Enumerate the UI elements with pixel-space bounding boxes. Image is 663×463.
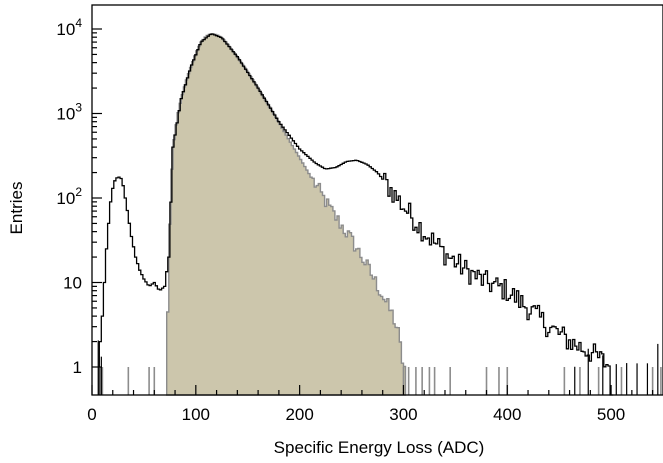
x-axis-title: Specific Energy Loss (ADC) xyxy=(274,438,485,457)
x-tick-label: 100 xyxy=(182,405,210,424)
series-filled-histogram xyxy=(166,33,407,396)
x-tick-label: 400 xyxy=(493,405,521,424)
noise-layer xyxy=(97,340,662,395)
y-tick-label: 1 xyxy=(73,358,82,377)
x-tick-label: 300 xyxy=(389,405,417,424)
x-tick-label: 500 xyxy=(597,405,625,424)
series-outline-histogram xyxy=(98,33,614,396)
y-tick-label: 102 xyxy=(56,185,82,208)
x-tick-label: 200 xyxy=(285,405,313,424)
series-layer xyxy=(98,33,614,396)
y-axis-title: Entries xyxy=(7,182,26,235)
x-tick-label: 0 xyxy=(87,405,96,424)
y-tick-label: 10 xyxy=(63,274,82,293)
ticks-layer: 0 100 200 300 400 500 1 10 102 103 104 xyxy=(56,16,654,424)
y-tick-label: 103 xyxy=(56,101,82,124)
plot-frame xyxy=(91,4,663,396)
y-tick-label: 104 xyxy=(56,16,82,39)
